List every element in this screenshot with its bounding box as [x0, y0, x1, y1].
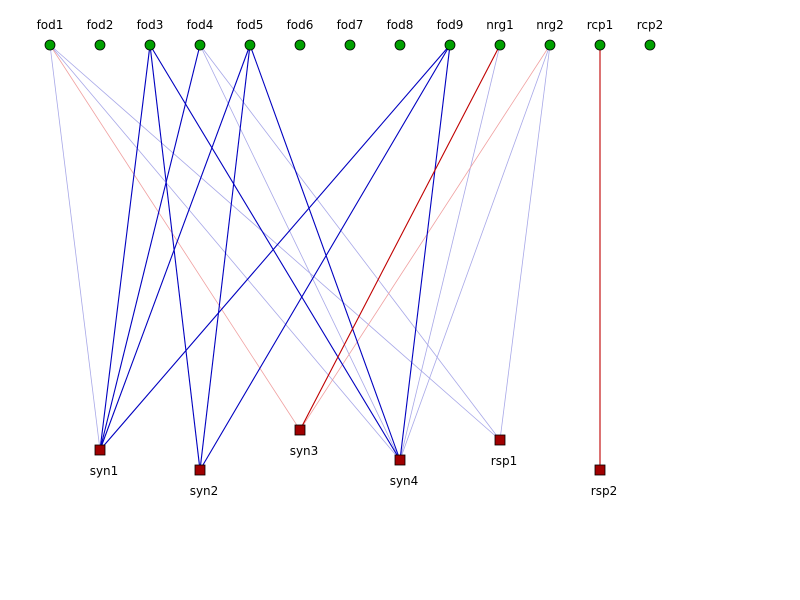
node-label-fod4: fod4: [187, 18, 214, 32]
node-fod3[interactable]: [144, 39, 156, 51]
node-label-rcp1: rcp1: [587, 18, 614, 32]
node-syn4[interactable]: [394, 454, 406, 466]
node-label-fod2: fod2: [87, 18, 114, 32]
node-rsp1[interactable]: [494, 434, 506, 446]
edge-fod9-syn4: [399, 44, 451, 461]
node-label-fod9: fod9: [437, 18, 464, 32]
node-fod4[interactable]: [194, 39, 206, 51]
edge-fod1-syn3: [49, 44, 301, 431]
node-label-rsp2: rsp2: [591, 484, 617, 498]
node-label-nrg1: nrg1: [486, 18, 514, 32]
node-label-syn3: syn3: [290, 444, 319, 458]
node-fod5[interactable]: [244, 39, 256, 51]
node-label-fod6: fod6: [287, 18, 314, 32]
labels-layer: fod1 fod2 fod3 fod4 fod5 fod6 fod7 fod8 fod9 nrg1…: [37, 18, 664, 498]
node-label-syn2: syn2: [190, 484, 219, 498]
edge-nrg2-syn3: [299, 44, 551, 431]
node-fod9[interactable]: [444, 39, 456, 51]
node-fod6[interactable]: [294, 39, 306, 51]
nodes-layer: [44, 39, 656, 476]
edge-nrg1-syn3: [299, 44, 501, 431]
edge-fod1-rsp1: [49, 44, 501, 441]
node-label-fod5: fod5: [237, 18, 264, 32]
edge-nrg1-syn4: [399, 44, 501, 461]
edge-nrg2-rsp1: [499, 44, 551, 441]
edge-fod3-syn2: [149, 44, 201, 471]
edge-fod4-syn1: [99, 44, 201, 451]
node-label-fod1: fod1: [37, 18, 64, 32]
edge-fod4-syn4: [199, 44, 401, 461]
node-label-rsp1: rsp1: [491, 454, 517, 468]
node-fod8[interactable]: [394, 39, 406, 51]
node-label-rcp2: rcp2: [637, 18, 664, 32]
node-fod2[interactable]: [94, 39, 106, 51]
edge-fod4-rsp1: [199, 44, 501, 441]
edge-nrg2-syn4: [399, 44, 551, 461]
node-rcp1[interactable]: [594, 39, 606, 51]
node-nrg1[interactable]: [494, 39, 506, 51]
edge-fod1-syn1: [49, 44, 101, 451]
node-syn2[interactable]: [194, 464, 206, 476]
node-label-syn4: syn4: [390, 474, 419, 488]
edge-fod3-syn4: [149, 44, 401, 461]
edge-fod9-syn1: [99, 44, 451, 451]
node-rsp2[interactable]: [594, 464, 606, 476]
node-label-syn1: syn1: [90, 464, 119, 478]
edges-layer: [49, 44, 601, 471]
node-nrg2[interactable]: [544, 39, 556, 51]
node-label-fod7: fod7: [337, 18, 364, 32]
edge-fod5-syn2: [199, 44, 251, 471]
edge-fod1-syn4: [49, 44, 401, 461]
edge-fod5-syn1: [99, 44, 251, 451]
node-label-fod8: fod8: [387, 18, 414, 32]
edge-fod5-syn4: [249, 44, 401, 461]
edge-fod9-syn2: [199, 44, 451, 471]
node-label-nrg2: nrg2: [536, 18, 564, 32]
node-fod1[interactable]: [44, 39, 56, 51]
node-rcp2[interactable]: [644, 39, 656, 51]
node-syn3[interactable]: [294, 424, 306, 436]
node-syn1[interactable]: [94, 444, 106, 456]
edge-fod3-syn1: [99, 44, 151, 451]
node-fod7[interactable]: [344, 39, 356, 51]
node-label-fod3: fod3: [137, 18, 164, 32]
